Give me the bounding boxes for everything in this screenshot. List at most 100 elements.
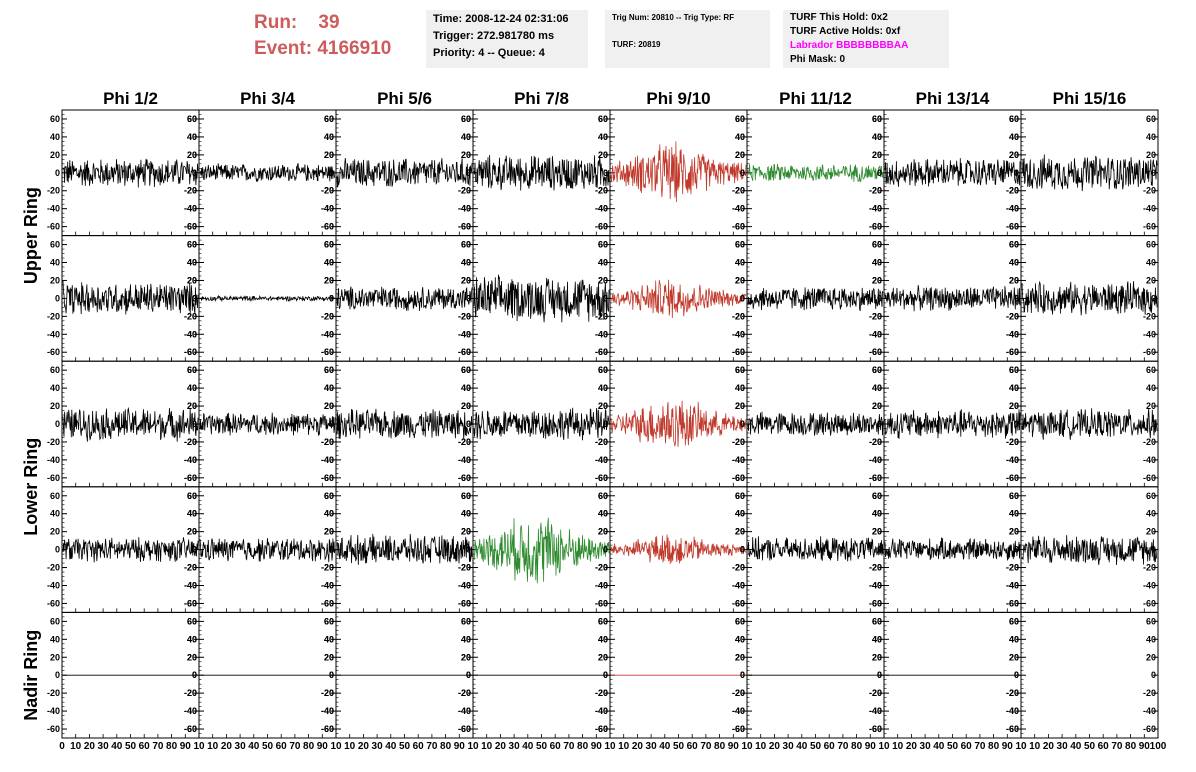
y-tick-label: 0: [329, 419, 334, 429]
y-tick-label: 20: [324, 527, 334, 537]
y-tick-label: -20: [321, 688, 334, 698]
y-tick-label: -20: [1143, 311, 1156, 321]
run-label: Run:: [254, 12, 298, 33]
y-tick-label: -60: [869, 598, 882, 608]
y-tick-label: 0: [192, 419, 197, 429]
y-tick-label: 20: [735, 275, 745, 285]
y-tick-label: 20: [187, 527, 197, 537]
y-tick-label: -20: [595, 186, 608, 196]
x-tick-label: 10: [604, 741, 616, 752]
y-tick-label: -40: [1006, 455, 1019, 465]
y-tick-label: 40: [187, 383, 197, 393]
x-tick-label: 40: [933, 741, 945, 752]
x-tick-label: 50: [1084, 741, 1096, 752]
waveform-trace: [884, 158, 1021, 187]
y-tick-label: 40: [461, 509, 471, 519]
y-tick-label: -60: [732, 347, 745, 357]
y-tick-label: 40: [324, 132, 334, 142]
event-label: Event:: [254, 38, 313, 59]
y-tick-label: 20: [187, 527, 197, 537]
y-tick-label: -20: [184, 688, 197, 698]
y-tick-label: -20: [595, 311, 608, 321]
y-tick-label: 60: [187, 365, 197, 375]
x-tick-label: 70: [837, 741, 849, 752]
y-tick-label: -20: [595, 186, 608, 196]
y-tick-label: 40: [872, 634, 882, 644]
y-tick-label: 60: [1009, 616, 1019, 626]
y-tick-label: -20: [869, 688, 882, 698]
y-tick-label: 20: [735, 652, 745, 662]
y-tick-label: 60: [50, 114, 60, 124]
x-tick-label: 60: [550, 741, 562, 752]
y-tick-label: 40: [598, 258, 608, 268]
y-tick-label: 60: [1009, 114, 1019, 124]
y-tick-label: -60: [458, 222, 471, 232]
y-tick-label: 60: [735, 240, 745, 250]
y-tick-label: -40: [1006, 204, 1019, 214]
y-tick-label: 20: [598, 652, 608, 662]
waveform-trace: [62, 406, 199, 442]
y-tick-label: 40: [1009, 509, 1019, 519]
y-tick-label: 20: [324, 275, 334, 285]
y-tick-label: -60: [321, 598, 334, 608]
y-tick-label: 60: [872, 365, 882, 375]
y-tick-label: 60: [461, 114, 471, 124]
y-tick-label: 20: [187, 150, 197, 160]
y-tick-label: -60: [1143, 473, 1156, 483]
y-tick-label: 0: [603, 293, 608, 303]
y-tick-label: -20: [732, 186, 745, 196]
y-tick-label: -40: [595, 455, 608, 465]
y-tick-label: 40: [598, 509, 608, 519]
y-tick-label: -40: [869, 329, 882, 339]
y-tick-label: 20: [872, 652, 882, 662]
y-tick-label: -40: [595, 580, 608, 590]
y-tick-label: 60: [187, 616, 197, 626]
y-tick-label: -40: [595, 706, 608, 716]
y-tick-label: -20: [321, 311, 334, 321]
y-tick-label: 60: [1146, 240, 1156, 250]
y-tick-label: 60: [461, 491, 471, 501]
y-tick-label: 60: [187, 114, 197, 124]
y-tick-label: 60: [461, 616, 471, 626]
y-tick-label: 60: [598, 365, 608, 375]
y-tick-label: -20: [869, 563, 882, 573]
y-tick-label: -40: [1006, 455, 1019, 465]
x-tick-label: 60: [139, 741, 151, 752]
y-tick-label: 0: [192, 419, 197, 429]
y-tick-label: 40: [735, 509, 745, 519]
column-header: Phi 5/6: [377, 89, 432, 108]
x-tick-label: 100: [1150, 741, 1167, 752]
y-tick-label: 40: [1009, 258, 1019, 268]
y-tick-label: -60: [1143, 724, 1156, 734]
x-tick-label: 40: [796, 741, 808, 752]
y-tick-label: 0: [192, 293, 197, 303]
y-tick-label: 60: [1009, 240, 1019, 250]
y-tick-label: 0: [740, 293, 745, 303]
y-tick-label: -60: [184, 473, 197, 483]
y-tick-label: -40: [184, 706, 197, 716]
y-tick-label: -20: [321, 563, 334, 573]
y-tick-label: -60: [1006, 473, 1019, 483]
y-tick-label: -60: [47, 473, 60, 483]
x-tick-label: 80: [303, 741, 315, 752]
y-tick-label: -60: [732, 598, 745, 608]
panel-frame: [1020, 611, 1159, 739]
y-tick-label: 20: [50, 275, 60, 285]
x-tick-label: 10: [207, 741, 219, 752]
y-tick-label: 60: [324, 491, 334, 501]
y-tick-label: -40: [321, 329, 334, 339]
y-tick-label: 0: [466, 293, 471, 303]
y-tick-label: 0: [466, 670, 471, 680]
waveform-trace: [884, 409, 1021, 439]
x-tick-label: 60: [276, 741, 288, 752]
y-tick-label: -60: [458, 724, 471, 734]
y-tick-label: 20: [461, 652, 471, 662]
y-tick-label: -20: [47, 688, 60, 698]
y-tick-label: -40: [47, 580, 60, 590]
y-tick-label: -20: [595, 311, 608, 321]
y-tick-label: -40: [869, 204, 882, 214]
y-tick-label: -60: [869, 347, 882, 357]
y-tick-label: -40: [184, 580, 197, 590]
y-tick-label: 20: [1146, 401, 1156, 411]
y-tick-label: 20: [1009, 652, 1019, 662]
